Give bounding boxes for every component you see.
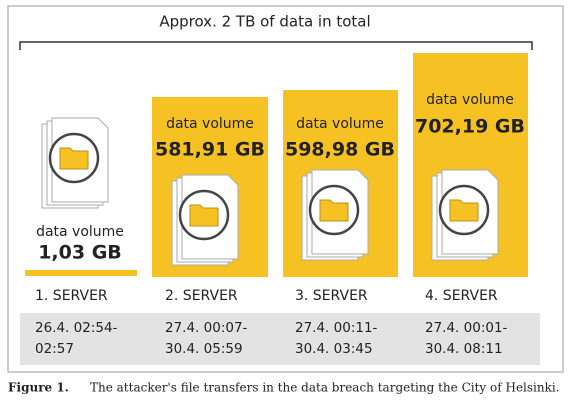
time-start: 26.4. 02:54- xyxy=(35,320,118,336)
bracket xyxy=(19,41,533,50)
folder xyxy=(189,204,219,227)
server-label: 4. SERVER xyxy=(425,288,498,304)
volume-label: data volume xyxy=(36,224,124,240)
volume-value: 598,98 GB xyxy=(285,139,395,161)
caption-text: The attacker's file transfers in the dat… xyxy=(90,381,560,395)
document-icon xyxy=(431,169,499,261)
document-icon xyxy=(301,169,369,261)
volume-box xyxy=(25,270,137,276)
volume-value: 1,03 GB xyxy=(38,242,122,264)
volume-value: 702,19 GB xyxy=(415,116,525,138)
caption-label: Figure 1. xyxy=(8,381,69,395)
volume-label: data volume xyxy=(166,116,254,132)
folder xyxy=(319,199,349,222)
time-end: 30.4. 08:11 xyxy=(425,341,503,357)
time-band xyxy=(20,313,540,365)
time-end: 30.4. 03:45 xyxy=(295,341,373,357)
volume-value: 581,91 GB xyxy=(155,139,265,161)
time-end: 02:57 xyxy=(35,341,74,357)
volume-label: data volume xyxy=(296,116,384,132)
document-icon xyxy=(41,117,109,209)
server-label: 2. SERVER xyxy=(165,288,238,304)
folder xyxy=(449,199,479,222)
server-label: 3. SERVER xyxy=(295,288,368,304)
server-label: 1. SERVER xyxy=(35,288,108,304)
time-start: 27.4. 00:01- xyxy=(425,320,508,336)
time-start: 27.4. 00:11- xyxy=(295,320,378,336)
document-icon xyxy=(171,174,239,266)
time-start: 27.4. 00:07- xyxy=(165,320,248,336)
time-end: 30.4. 05:59 xyxy=(165,341,243,357)
figure-title: Approx. 2 TB of data in total xyxy=(159,13,370,31)
figure-frame xyxy=(7,5,564,373)
volume-label: data volume xyxy=(426,92,514,108)
folder xyxy=(59,147,89,170)
